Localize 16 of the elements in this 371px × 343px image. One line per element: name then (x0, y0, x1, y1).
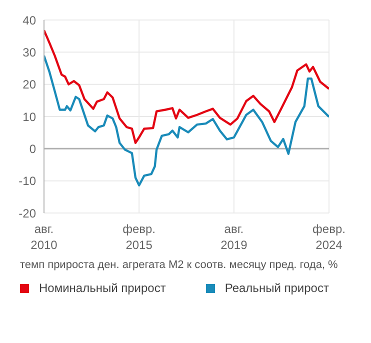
x-tick-label: авг. 2019 (220, 222, 248, 252)
text: темп прироста ден. агрегата М2 к соотв. месяцу пред. года, % (19, 258, 339, 271)
y-tick-label: 30 (22, 45, 36, 60)
line-series (44, 29, 329, 144)
y-tick-label: 10 (22, 110, 36, 124)
y-tick-label: 40 (22, 13, 36, 28)
x-tick-label: авг. 2010 (30, 222, 58, 252)
legend-label: Реальный прирост (224, 281, 329, 295)
legend-label: Номинальный прирост (39, 281, 166, 295)
y-tick-label: 0 (29, 142, 36, 156)
x-tick-label: февр. 2015 (122, 222, 156, 252)
y-tick-label: -20 (18, 206, 36, 220)
y-tick-label: 20 (22, 78, 36, 92)
x-tick-label: февр. 2024 (312, 222, 346, 252)
line-series (44, 54, 329, 186)
y-tick-label: -10 (18, 174, 36, 188)
